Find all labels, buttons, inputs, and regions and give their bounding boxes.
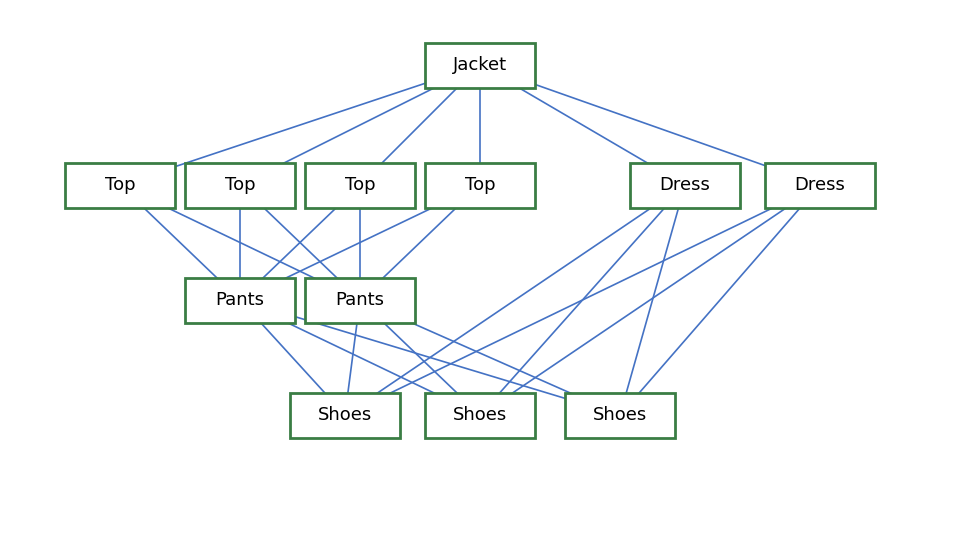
Text: Top: Top — [465, 176, 495, 194]
FancyBboxPatch shape — [305, 278, 415, 322]
Text: Shoes: Shoes — [318, 406, 372, 424]
FancyBboxPatch shape — [425, 393, 535, 437]
Text: Shoes: Shoes — [453, 406, 507, 424]
FancyBboxPatch shape — [630, 163, 740, 207]
Text: Shoes: Shoes — [593, 406, 647, 424]
FancyBboxPatch shape — [765, 163, 875, 207]
Text: Dress: Dress — [660, 176, 710, 194]
Text: Top: Top — [225, 176, 255, 194]
Text: Pants: Pants — [335, 291, 385, 309]
FancyBboxPatch shape — [565, 393, 675, 437]
FancyBboxPatch shape — [305, 163, 415, 207]
Text: Pants: Pants — [215, 291, 265, 309]
FancyBboxPatch shape — [185, 278, 295, 322]
Text: Top: Top — [345, 176, 375, 194]
Text: Jacket: Jacket — [453, 56, 507, 74]
FancyBboxPatch shape — [185, 163, 295, 207]
FancyBboxPatch shape — [290, 393, 400, 437]
Text: Dress: Dress — [795, 176, 846, 194]
FancyBboxPatch shape — [425, 43, 535, 87]
FancyBboxPatch shape — [65, 163, 175, 207]
Text: Top: Top — [105, 176, 135, 194]
FancyBboxPatch shape — [425, 163, 535, 207]
